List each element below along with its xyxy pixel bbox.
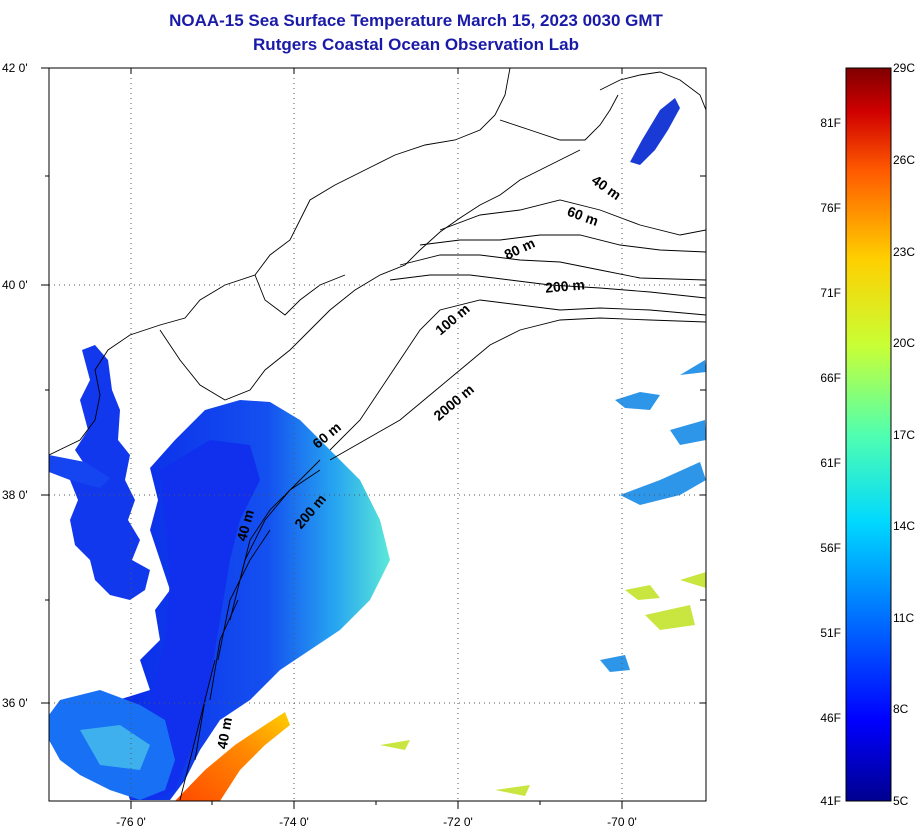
isobath-label: 200 m xyxy=(544,276,585,295)
map-grid xyxy=(49,68,706,801)
potomac-sst xyxy=(49,455,110,488)
map-subtitle: Rutgers Coastal Ocean Observation Lab xyxy=(253,35,579,54)
isobath-label: 40 m xyxy=(233,508,257,543)
map-frame xyxy=(48,67,707,802)
colorbar-label-c: 17C xyxy=(893,428,915,442)
isobath-label: 100 m xyxy=(432,300,473,338)
offshore-sst-patches xyxy=(600,360,706,672)
offshore-warm-patches xyxy=(380,572,706,796)
isobath-lines xyxy=(179,199,706,801)
pamlico-inner-sst xyxy=(80,725,150,770)
isobath-label: 60 m xyxy=(309,419,344,452)
colorbar-label-f: 71F xyxy=(820,286,841,300)
lat-label: 38 0' xyxy=(2,488,28,502)
lat-label: 36 0' xyxy=(2,696,28,710)
lon-label: -74 0' xyxy=(279,815,309,829)
chesapeake-bay-sst xyxy=(70,345,150,600)
isobath-label: 60 m xyxy=(565,203,600,229)
lon-label: -76 0' xyxy=(116,815,146,829)
lon-label: -70 0' xyxy=(607,815,637,829)
lat-label: 42 0' xyxy=(2,61,28,75)
colorbar-label-f: 81F xyxy=(820,116,841,130)
colorbar-label-c: 5C xyxy=(893,794,909,808)
lat-label: 40 0' xyxy=(2,278,28,292)
colorbar-label-f: 56F xyxy=(820,541,841,555)
colorbar-label-c: 29C xyxy=(893,61,915,75)
colorbar-label-c: 11C xyxy=(893,611,914,625)
map-title: NOAA-15 Sea Surface Temperature March 15… xyxy=(169,11,663,30)
lon-label: -72 0' xyxy=(443,815,473,829)
map-ticks xyxy=(41,67,706,809)
latitude-labels: 42 0' 40 0' 38 0' 36 0' xyxy=(2,61,28,710)
colorbar-label-c: 14C xyxy=(893,519,915,533)
gulf-stream-sst xyxy=(175,712,290,801)
longitude-labels: -76 0' -74 0' -72 0' -70 0' xyxy=(116,815,637,829)
map-area: 40 m 60 m 80 m 200 m 100 m 2000 m 60 m 2… xyxy=(49,68,706,801)
colorbar-fahrenheit-labels: 81F 76F 71F 66F 61F 56F 51F 46F 41F xyxy=(820,116,841,808)
isobath-label: 2000 m xyxy=(430,381,477,424)
colorbar-label-f: 76F xyxy=(820,201,841,215)
gulf-of-maine-sst-patch xyxy=(630,98,680,165)
colorbar-label-f: 66F xyxy=(820,371,841,385)
colorbar-label-f: 61F xyxy=(820,456,841,470)
colorbar-label-c: 23C xyxy=(893,245,915,259)
colorbar-label-c: 8C xyxy=(893,702,909,716)
colorbar-label-c: 20C xyxy=(893,336,915,350)
isobath-label: 40 m xyxy=(214,716,235,750)
coastline xyxy=(49,68,706,456)
nearshore-sst xyxy=(140,440,260,800)
colorbar-label-f: 46F xyxy=(820,711,841,725)
colorbar-label-c: 26C xyxy=(893,153,915,167)
colorbar-label-f: 41F xyxy=(820,794,841,808)
colorbar-celsius-labels: 29C 26C 23C 20C 17C 14C 11C 8C 5C xyxy=(893,61,915,808)
colorbar-label-f: 51F xyxy=(820,626,841,640)
isobath-label: 40 m xyxy=(589,172,624,203)
colorbar xyxy=(845,67,892,802)
